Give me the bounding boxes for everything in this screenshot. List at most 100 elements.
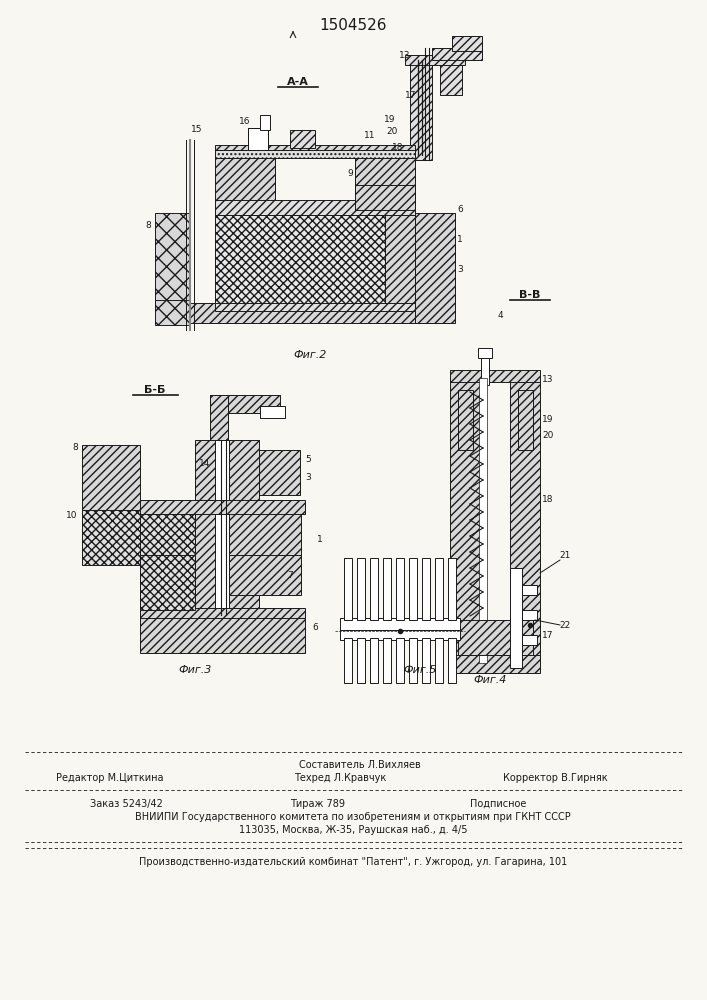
Bar [225, 450, 300, 495]
Text: 8: 8 [72, 444, 78, 452]
Text: Б-Б: Б-Б [144, 385, 165, 395]
Text: 19: 19 [384, 115, 396, 124]
Bar [248, 128, 268, 150]
Text: Заказ 5243/42: Заказ 5243/42 [90, 799, 163, 809]
Text: 15: 15 [192, 125, 203, 134]
Text: 19: 19 [542, 416, 554, 424]
Text: 6: 6 [312, 624, 318, 633]
Bar [405, 55, 465, 65]
Bar [195, 440, 225, 615]
Bar [290, 130, 315, 148]
Bar [210, 395, 280, 413]
Bar [344, 638, 352, 683]
Bar [340, 630, 460, 640]
Bar [229, 513, 301, 555]
Bar [478, 348, 492, 358]
Text: 1504526: 1504526 [320, 17, 387, 32]
Text: 5: 5 [305, 456, 311, 464]
Text: Фиг.2: Фиг.2 [293, 350, 327, 360]
Text: 3: 3 [305, 474, 311, 483]
Bar [355, 150, 415, 305]
Bar [340, 618, 460, 630]
Bar [355, 185, 415, 210]
Text: 14: 14 [199, 458, 211, 468]
Text: Составитель Л.Вихляев: Составитель Л.Вихляев [299, 760, 421, 770]
Bar [370, 558, 378, 620]
Bar [450, 370, 540, 382]
Bar [450, 378, 480, 658]
Text: 8: 8 [145, 221, 151, 230]
Bar [452, 36, 482, 51]
Text: 6: 6 [457, 206, 463, 215]
Text: 10: 10 [66, 510, 78, 520]
Bar [510, 378, 540, 658]
Text: Фиг.4: Фиг.4 [473, 675, 507, 685]
Bar [458, 390, 473, 450]
Text: 20: 20 [542, 430, 554, 440]
Text: Техред Л.Кравчук: Техред Л.Кравчук [294, 773, 386, 783]
Bar [215, 215, 385, 305]
Bar [357, 638, 365, 683]
Bar [518, 390, 533, 450]
Bar [215, 145, 415, 155]
Bar [435, 638, 443, 683]
Bar [409, 558, 417, 620]
Text: 13: 13 [542, 375, 554, 384]
Bar [383, 558, 391, 620]
Bar [481, 355, 489, 385]
Text: 1: 1 [317, 536, 323, 544]
Text: А-А: А-А [287, 77, 309, 87]
Bar [82, 445, 140, 513]
Bar [140, 608, 305, 620]
Text: Корректор В.Гирняк: Корректор В.Гирняк [503, 773, 607, 783]
Bar [229, 555, 301, 595]
Text: ВНИИПИ Государственного комитета по изобретениям и открытиям при ГКНТ СССР: ВНИИПИ Государственного комитета по изоб… [135, 812, 571, 822]
Bar [440, 60, 462, 95]
Text: 18: 18 [392, 143, 404, 152]
Bar [450, 655, 540, 673]
Bar [155, 213, 190, 303]
Text: Производственно-издательский комбинат "Патент", г. Ужгород, ул. Гагарина, 101: Производственно-издательский комбинат "П… [139, 857, 567, 867]
Bar [510, 568, 522, 668]
Bar [432, 48, 482, 60]
Text: Редактор М.Циткина: Редактор М.Циткина [57, 773, 164, 783]
Bar [215, 200, 415, 215]
Bar [448, 558, 456, 620]
Bar [140, 513, 195, 610]
Text: 20: 20 [386, 127, 397, 136]
Bar [522, 610, 537, 620]
Bar [229, 440, 259, 615]
Text: 113035, Москва, Ж-35, Раушская наб., д. 4/5: 113035, Москва, Ж-35, Раушская наб., д. … [239, 825, 467, 835]
Bar [415, 213, 455, 323]
Bar [140, 500, 305, 514]
Bar [396, 558, 404, 620]
Text: 22: 22 [559, 620, 571, 630]
Bar [210, 395, 228, 465]
Bar [479, 378, 487, 663]
Bar [215, 303, 415, 311]
Text: Фиг.3: Фиг.3 [178, 665, 211, 675]
Bar [448, 638, 456, 683]
Text: 21: 21 [559, 550, 571, 560]
Text: 3: 3 [457, 265, 463, 274]
Text: Тираж 789: Тираж 789 [290, 799, 345, 809]
Bar [435, 558, 443, 620]
Bar [215, 150, 415, 158]
Text: 13: 13 [399, 50, 411, 60]
Bar [422, 558, 430, 620]
Text: Подписное: Подписное [470, 799, 527, 809]
Bar [248, 128, 268, 150]
Bar [260, 115, 270, 130]
Text: 4: 4 [497, 310, 503, 320]
Text: 18: 18 [542, 495, 554, 504]
Bar [422, 638, 430, 683]
Text: 11: 11 [364, 130, 375, 139]
Bar [140, 618, 305, 653]
Bar [344, 558, 352, 620]
Text: Фиг.5: Фиг.5 [403, 665, 437, 675]
Bar [522, 635, 537, 645]
Bar [409, 638, 417, 683]
Bar [383, 638, 391, 683]
Bar [215, 150, 275, 305]
Bar [370, 638, 378, 683]
